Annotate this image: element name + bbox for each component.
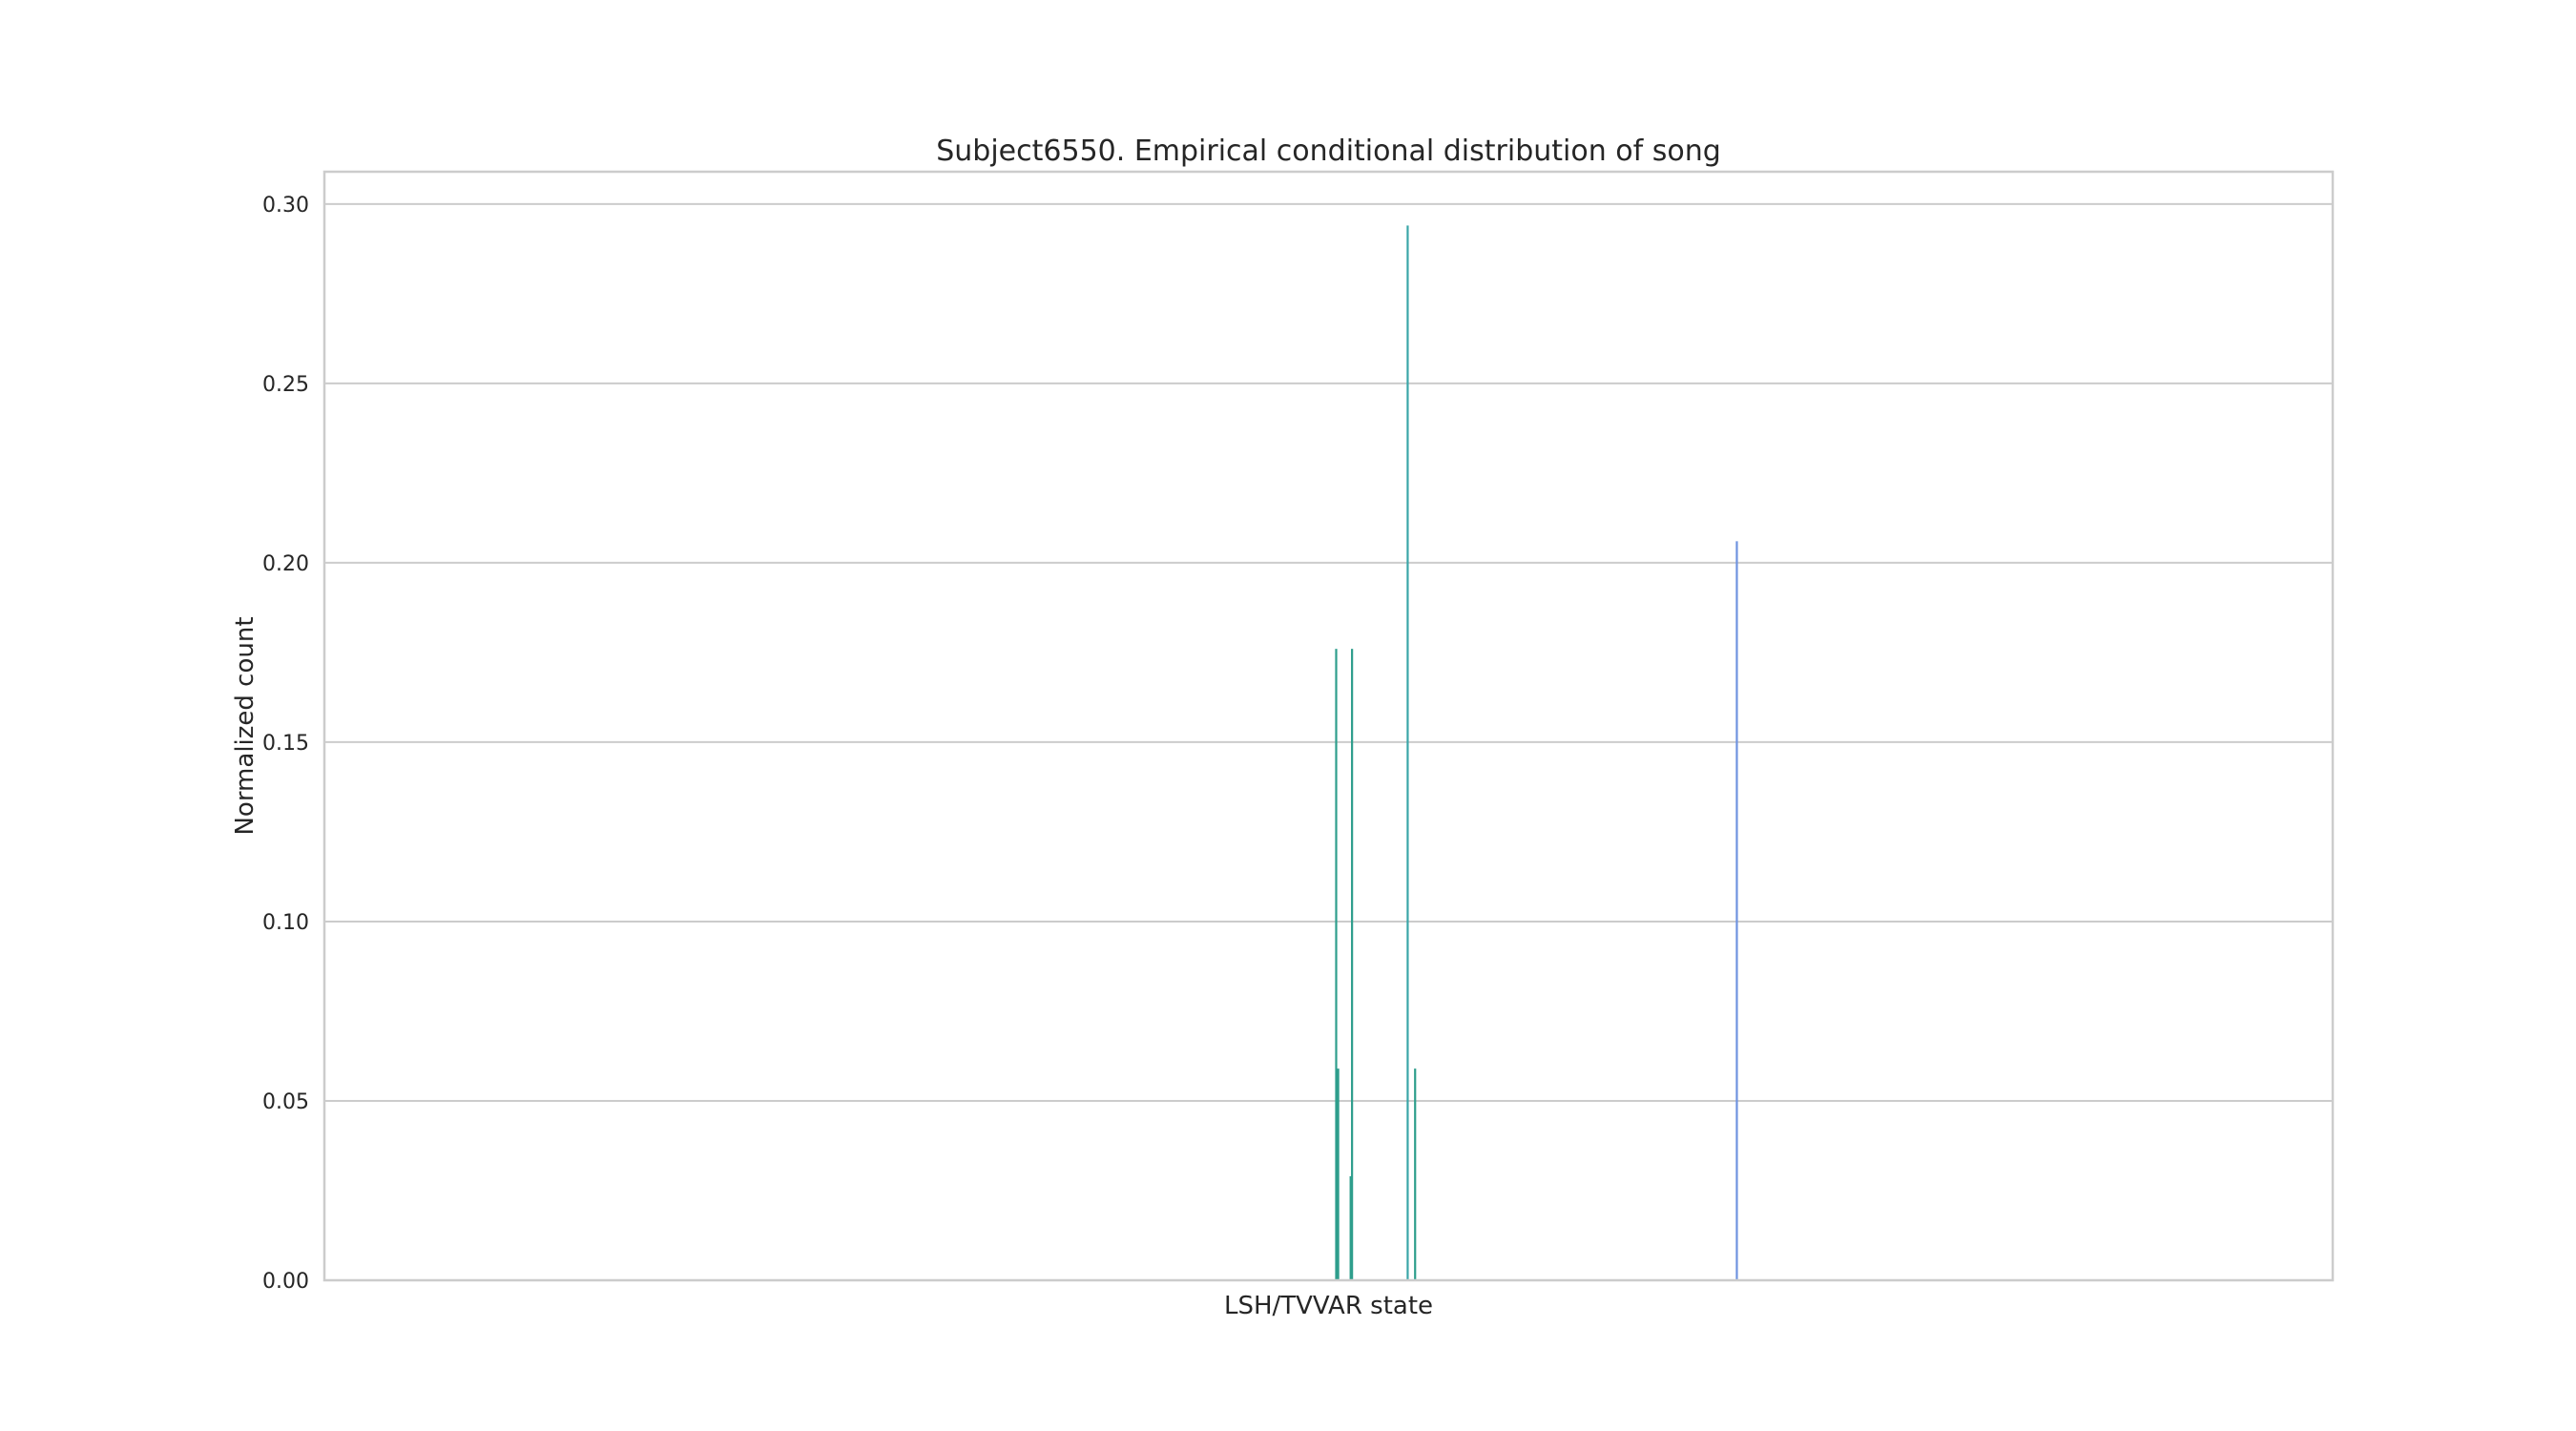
bars [1335,225,1738,1281]
bar [1335,649,1338,1280]
bar [1337,1068,1340,1280]
y-gridlines [324,202,2333,1281]
chart-title: Subject6550. Empirical conditional distr… [936,135,1721,168]
bar [1414,1068,1417,1280]
x-axis-label: LSH/TVVAR state [1224,1292,1433,1320]
bar [1406,225,1409,1281]
bar [1351,649,1354,1280]
y-axis-label: Normalized count [231,616,260,835]
bar [1349,1175,1352,1280]
y-tick-labels: 0.00 0.05 0.10 0.15 0.20 0.25 0.30 [262,194,309,1294]
y-tick-label: 0.25 [262,373,309,397]
y-tick-label: 0.30 [262,194,309,218]
y-tick-label: 0.05 [262,1090,309,1114]
y-tick-label: 0.20 [262,552,309,576]
y-tick-label: 0.00 [262,1270,309,1294]
y-tick-label: 0.10 [262,911,309,935]
y-tick-label: 0.15 [262,732,309,756]
plot-frame [322,170,2335,1282]
bar [1735,541,1738,1280]
